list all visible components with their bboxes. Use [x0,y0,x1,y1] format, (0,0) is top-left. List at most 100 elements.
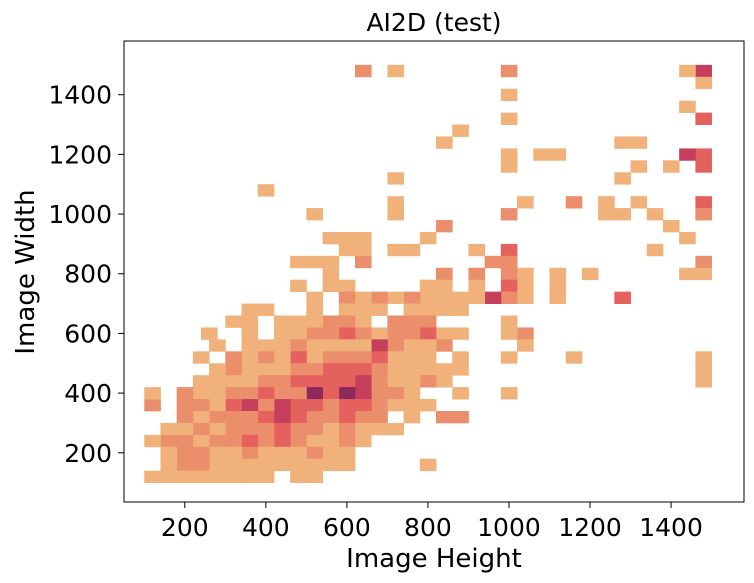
heatmap-cell [338,339,356,352]
heatmap-cell [500,291,518,304]
heatmap-cell [517,327,534,340]
heatmap-cell [176,458,194,472]
heatmap-cell [273,315,291,328]
heatmap-cell [419,327,437,340]
y-tick-label: 1000 [48,200,112,229]
heatmap-cell [209,470,226,484]
heatmap-cell [387,196,405,209]
heatmap-cell [338,410,356,424]
heatmap-cell [322,279,340,293]
heatmap-cell [630,136,648,149]
heatmap-cell [371,327,388,340]
heatmap-cell [695,363,712,376]
heatmap-cell [387,291,405,304]
heatmap-cell [436,375,453,388]
heatmap-cell [290,363,307,376]
heatmap-cell [338,351,356,364]
heatmap-cell [436,339,453,352]
heatmap-cell [354,399,372,412]
heatmap-cell [338,315,356,328]
heatmap-cell [160,470,178,484]
heatmap-cell [176,387,194,400]
heatmap-cell [338,291,356,304]
heatmap-cell [387,243,405,257]
heatmap-cell [387,208,405,221]
heatmap-cell [565,196,583,209]
heatmap-cell [273,399,291,412]
heatmap-cell [192,351,210,364]
heatmap-cell [290,470,307,484]
heatmap-cells [144,64,712,484]
heatmap-cell [225,315,242,328]
heatmap-cell [241,446,259,460]
heatmap-cell [273,387,291,400]
heatmap-cell [614,208,631,221]
y-tick-label: 1400 [48,81,112,110]
heatmap-cell [306,363,323,376]
heatmap-cell [338,303,356,316]
heatmap-cell [679,100,696,114]
heatmap-cell [144,434,161,448]
heatmap-cell [306,434,323,448]
heatmap-cell [241,410,259,424]
heatmap-cell [241,458,259,472]
heatmap-cell [500,327,518,340]
heatmap-cell [192,387,210,400]
heatmap-cell [257,410,275,424]
heatmap-cell [306,327,323,340]
heatmap-cell [306,446,323,460]
heatmap-cell [290,339,307,352]
heatmap-cell [338,387,356,400]
heatmap-cell [273,434,291,448]
heatmap-cell [257,399,275,412]
heatmap-cell [387,375,405,388]
heatmap-cell [419,279,437,293]
heatmap-cell [387,172,405,185]
heatmap-cell [338,363,356,376]
heatmap-cell [695,196,712,209]
heatmap-cell [241,339,259,352]
heatmap-cell [306,255,323,269]
heatmap-cell [209,375,226,388]
heatmap-cell [257,446,275,460]
heatmap-cell [322,422,340,436]
heatmap-cell [614,172,631,185]
heatmap-cell [257,363,275,376]
heatmap-cell [630,196,648,209]
heatmap-cell [403,399,421,412]
heatmap-cell [419,351,437,364]
heatmap-cell [403,315,421,328]
heatmap-cell [695,64,712,78]
heatmap-cell [581,267,599,281]
heatmap-cell [176,422,194,436]
heatmap-cell [662,220,680,233]
heatmap-cell [273,375,291,388]
heatmap-cell [241,375,259,388]
heatmap-cell [403,375,421,388]
heatmap-cell [354,351,372,364]
heatmap-cell [257,184,275,197]
heatmap-cell [403,339,421,352]
heatmap-cell [290,446,307,460]
heatmap-cell [354,303,372,316]
heatmap-cell [322,267,340,281]
heatmap-cell [679,64,696,78]
heatmap-cell [403,303,421,316]
heatmap-cell [354,434,372,448]
heatmap-cell [500,387,518,400]
heatmap-cell [662,160,680,173]
heatmap-cell [322,410,340,424]
x-axis-ticks: 200 400 600 800 1000 1200 1400 [161,502,703,542]
heatmap-cell [403,363,421,376]
heatmap-cell [241,327,259,340]
heatmap-cell [354,291,372,304]
heatmap-cell [646,208,664,221]
heatmap-cell [371,363,388,376]
heatmap-cell [695,351,712,364]
heatmap-cell [500,255,518,269]
heatmap-cell [387,387,405,400]
heatmap-cell [371,399,388,412]
heatmap-cell [338,231,356,245]
heatmap-cell [598,196,615,209]
heatmap-cell [533,148,550,161]
